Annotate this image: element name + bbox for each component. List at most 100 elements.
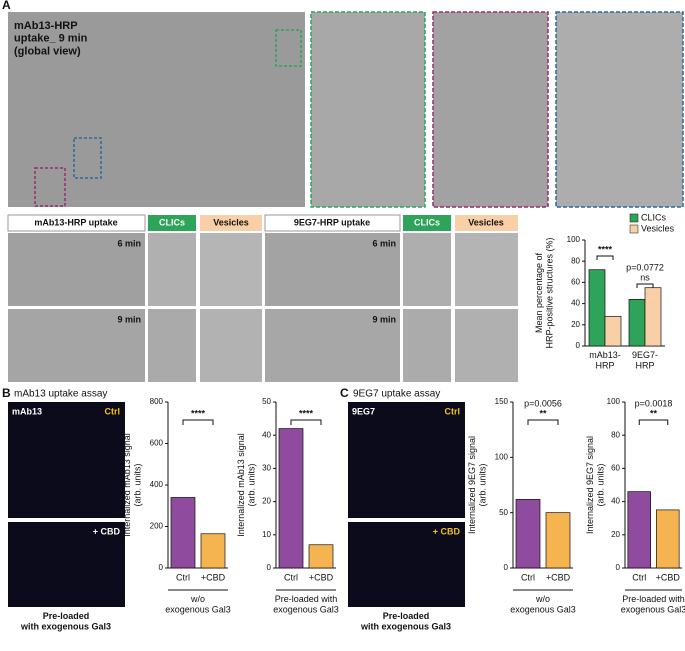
vesicles-header: Vesicles xyxy=(468,217,504,227)
zoom-image xyxy=(310,11,426,208)
y-tick-label: 20 xyxy=(262,497,271,506)
y-axis-label: Mean percentage ofHRP-positive structure… xyxy=(534,237,554,348)
x-tick-label: +CBD xyxy=(309,572,334,582)
panel-label: C xyxy=(340,386,349,400)
bar xyxy=(200,533,226,569)
y-tick-label: 60 xyxy=(611,464,620,473)
assay-title: mAb13 uptake assay xyxy=(14,389,107,400)
sig-bracket xyxy=(638,419,669,425)
x-tick-label: Ctrl xyxy=(176,572,190,582)
x-tick-label: Ctrl xyxy=(632,572,646,582)
condition-label: Ctrl xyxy=(445,406,461,416)
em-image xyxy=(8,12,305,207)
y-tick-label: 100 xyxy=(495,452,509,461)
condition-label: Ctrl xyxy=(105,406,121,416)
condition-label: + CBD xyxy=(93,526,121,536)
block-title: 9EG7-HRP uptake xyxy=(294,217,370,227)
annotation: p=0.0772 xyxy=(626,262,664,272)
annotation: **** xyxy=(299,408,314,418)
bar xyxy=(170,497,196,569)
y-tick-label: 0 xyxy=(267,563,272,572)
inset-box xyxy=(73,137,102,179)
zoom-image xyxy=(432,11,549,208)
assay-title: 9EG7 uptake assay xyxy=(353,389,440,400)
y-axis-label: Internalized mAb13 signal(arb. units) xyxy=(122,433,142,537)
condition-label: + CBD xyxy=(433,526,461,536)
x-axis-label: Pre-loaded with exogenous Gal3 xyxy=(273,594,339,614)
em-image xyxy=(403,309,451,382)
y-axis-label: Internalized 9EG7 signal(arb. units) xyxy=(467,436,487,534)
x-tick-label: Ctrl xyxy=(284,572,298,582)
y-tick-label: 20 xyxy=(571,320,580,329)
y-tick-label: 10 xyxy=(262,530,271,539)
em-image xyxy=(455,309,518,382)
panel-label: A xyxy=(2,0,11,12)
y-tick-label: 0 xyxy=(576,341,581,350)
sig-bracket xyxy=(182,419,214,425)
image-label: mAb13-HRP uptake_ 9 min (global view) xyxy=(14,20,88,57)
time-label: 6 min xyxy=(117,238,141,248)
time-label: 9 min xyxy=(117,314,141,324)
em-image xyxy=(148,233,196,306)
time-label: 6 min xyxy=(372,238,396,248)
sig-bracket xyxy=(636,283,654,288)
y-tick-label: 0 xyxy=(504,563,509,572)
clics-header: CLICs xyxy=(414,217,440,227)
x-tick-label: +CBD xyxy=(201,572,226,582)
legend-swatch xyxy=(629,224,639,234)
y-tick-label: 80 xyxy=(571,256,580,265)
bar xyxy=(655,509,680,569)
sig-bracket xyxy=(596,255,614,260)
legend-label: CLICs xyxy=(641,212,667,222)
y-tick-label: 600 xyxy=(150,439,164,448)
sig-bracket xyxy=(527,419,559,425)
caption: Pre-loaded with exogenous Gal3 xyxy=(360,611,451,631)
y-tick-label: 0 xyxy=(616,563,621,572)
em-image xyxy=(200,233,262,306)
y-tick-label: 0 xyxy=(159,563,164,572)
annotation: **** xyxy=(191,408,206,418)
caption: Pre-loaded with exogenous Gal3 xyxy=(20,611,111,631)
y-tick-label: 40 xyxy=(571,299,580,308)
x-axis-label: Pre-loaded with exogenous Gal3 xyxy=(621,594,685,614)
inset-box xyxy=(275,29,302,67)
y-tick-label: 100 xyxy=(607,397,621,406)
em-image xyxy=(148,309,196,382)
annotation: p=0.0056 xyxy=(524,398,562,408)
x-tick-label: +CBD xyxy=(656,572,681,582)
y-tick-label: 50 xyxy=(499,508,508,517)
y-tick-label: 80 xyxy=(611,430,620,439)
em-image xyxy=(200,309,262,382)
header-box xyxy=(264,214,401,232)
y-tick-label: 30 xyxy=(262,464,271,473)
legend-label: Vesicles xyxy=(641,223,675,233)
x-axis-label: w/o exogenous Gal3 xyxy=(510,594,576,614)
em-image xyxy=(265,309,400,382)
header-box xyxy=(200,215,262,231)
legend-swatch xyxy=(629,213,639,223)
y-axis-label: Internalized 9EG7 signal(arb. units) xyxy=(585,436,605,534)
antibody-label: mAb13 xyxy=(12,406,42,416)
bar xyxy=(588,269,606,347)
annotation: ** xyxy=(650,408,658,418)
em-image xyxy=(8,233,145,306)
em-image xyxy=(455,233,518,306)
antibody-label: 9EG7 xyxy=(352,406,375,416)
fluorescence-image xyxy=(348,522,465,607)
x-axis-label: w/o exogenous Gal3 xyxy=(165,594,231,614)
annotation: p=0.0018 xyxy=(635,398,673,408)
vesicles-header: Vesicles xyxy=(213,217,249,227)
bar xyxy=(308,544,334,569)
y-tick-label: 50 xyxy=(262,397,271,406)
sig-bracket xyxy=(290,419,322,425)
y-tick-label: 40 xyxy=(262,430,271,439)
x-tick-label: mAb13-HRP xyxy=(589,350,621,370)
y-tick-label: 150 xyxy=(495,397,509,406)
y-tick-label: 200 xyxy=(150,522,164,531)
panel-label: B xyxy=(2,386,11,400)
y-tick-label: 400 xyxy=(150,480,164,489)
em-image xyxy=(265,233,400,306)
annotation: ** xyxy=(539,408,547,418)
bar xyxy=(628,299,646,347)
